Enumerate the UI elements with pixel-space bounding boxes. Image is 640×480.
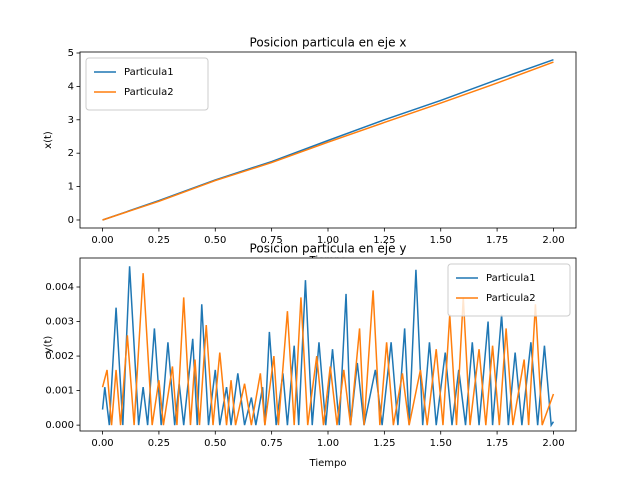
y-axis-label: y(t): [43, 336, 54, 354]
x-tick-label: 0.00: [91, 438, 113, 449]
y-tick-label: 0.000: [45, 420, 74, 431]
x-tick-label: 0.25: [148, 235, 170, 246]
x-tick-label: 1.00: [317, 438, 339, 449]
x-tick-label: 0.75: [261, 438, 283, 449]
legend-box: [447, 263, 571, 317]
x-tick-label: 1.00: [317, 235, 339, 246]
data-line: [101, 266, 555, 428]
x-tick-label: 0.50: [204, 438, 226, 449]
y-tick-label: 5: [68, 48, 74, 59]
x-tick-label: 1.75: [486, 235, 508, 246]
legend-box: [85, 57, 209, 111]
x-tick-label: 1.50: [430, 438, 452, 449]
y-tick-label: 0.004: [45, 282, 74, 293]
y-tick-label: 0: [68, 215, 74, 226]
legend-label: Particula1: [486, 273, 536, 284]
x-tick-label: 1.25: [373, 235, 395, 246]
x-tick-label: 2.00: [542, 438, 564, 449]
data-line: [101, 273, 555, 426]
x-tick-label: 1.25: [373, 438, 395, 449]
chart-title: Posicion particula en eje x: [250, 36, 407, 50]
data-line: [102, 61, 554, 221]
x-tick-label: 0.50: [204, 235, 226, 246]
x-tick-label: 0.75: [261, 235, 283, 246]
y-tick-label: 0.002: [45, 351, 74, 362]
y-tick-label: 0.003: [45, 317, 74, 328]
y-tick-label: 0.001: [45, 386, 74, 397]
chart-title: Posicion particula en eje y: [250, 242, 407, 256]
x-tick-label: 2.00: [542, 235, 564, 246]
y-tick-label: 4: [68, 81, 74, 92]
y-tick-label: 2: [68, 148, 74, 159]
legend-label: Particula1: [124, 67, 174, 78]
x-tick-label: 1.50: [430, 235, 452, 246]
legend-label: Particula2: [124, 87, 174, 98]
x-tick-label: 0.00: [91, 235, 113, 246]
x-tick-label: 1.75: [486, 438, 508, 449]
y-tick-label: 3: [68, 115, 74, 126]
y-tick-label: 1: [68, 182, 74, 193]
legend-label: Particula2: [486, 293, 536, 304]
x-axis-label: Tiempo: [309, 458, 347, 469]
x-tick-label: 0.25: [148, 438, 170, 449]
y-axis-label: x(t): [43, 131, 54, 149]
